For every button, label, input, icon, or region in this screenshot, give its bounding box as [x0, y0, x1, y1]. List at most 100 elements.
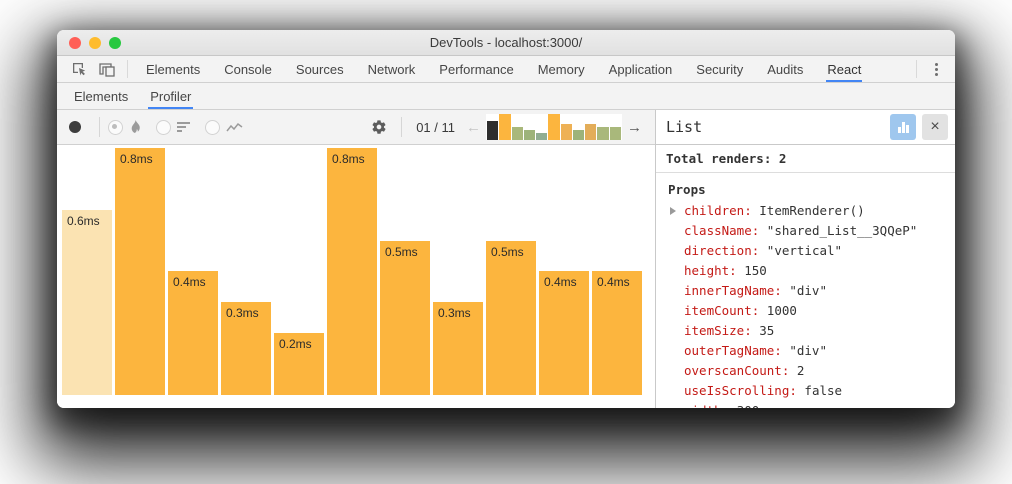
- zoom-window-button[interactable]: [109, 37, 121, 49]
- react-devtools-subtabs: Elements Profiler: [57, 83, 955, 110]
- commit-bar[interactable]: 0.5ms: [486, 241, 536, 395]
- profiler-pane: 01 / 11 ← → 0.6ms0.8ms0.4ms0.3ms0.2ms0.8…: [57, 110, 656, 408]
- minichart-bar[interactable]: [573, 130, 584, 140]
- commit-bar-label: 0.4ms: [597, 275, 630, 289]
- prop-row: innerTagName: "div": [668, 281, 947, 301]
- commit-bar-label: 0.3ms: [226, 306, 259, 320]
- render-chart-button[interactable]: [890, 114, 916, 140]
- prop-value: "div": [789, 283, 827, 298]
- commit-bar[interactable]: 0.2ms: [274, 333, 324, 395]
- commit-bar[interactable]: 0.3ms: [433, 302, 483, 395]
- ranked-view-radio[interactable]: [156, 120, 191, 135]
- tab-elements[interactable]: Elements: [145, 56, 201, 82]
- minimize-window-button[interactable]: [89, 37, 101, 49]
- minichart-bar[interactable]: [548, 114, 559, 140]
- window-title: DevTools - localhost:3000/: [430, 35, 582, 50]
- minichart-bar[interactable]: [487, 121, 498, 140]
- prop-row: direction: "vertical": [668, 241, 947, 261]
- minichart-bar[interactable]: [561, 124, 572, 140]
- minichart-bar[interactable]: [585, 124, 596, 140]
- tab-performance[interactable]: Performance: [438, 56, 514, 82]
- prop-value: ItemRenderer(): [759, 203, 864, 218]
- tab-audits[interactable]: Audits: [766, 56, 804, 82]
- record-button[interactable]: [69, 121, 81, 133]
- commit-bar-label: 0.4ms: [544, 275, 577, 289]
- commit-bar-label: 0.8ms: [332, 152, 365, 166]
- device-toolbar-icon[interactable]: [93, 56, 121, 82]
- prop-value: "div": [789, 343, 827, 358]
- prop-key: outerTagName:: [684, 343, 789, 358]
- total-renders-label: Total renders:: [666, 151, 779, 166]
- prop-value: 300: [737, 403, 760, 408]
- minichart-bar[interactable]: [536, 133, 547, 140]
- toolbar-divider: [916, 60, 917, 78]
- minichart-bar[interactable]: [597, 127, 608, 140]
- prop-row: height: 150: [668, 261, 947, 281]
- toolbar-divider: [401, 117, 402, 137]
- commit-bar-label: 0.5ms: [491, 245, 524, 259]
- commit-bar[interactable]: 0.5ms: [380, 241, 430, 395]
- commit-selector-minichart[interactable]: [486, 114, 622, 140]
- close-window-button[interactable]: [69, 37, 81, 49]
- prop-key: width:: [684, 403, 737, 408]
- commit-bar[interactable]: 0.8ms: [327, 148, 377, 395]
- tab-console[interactable]: Console: [223, 56, 273, 82]
- tab-network[interactable]: Network: [367, 56, 417, 82]
- commit-bar[interactable]: 0.4ms: [539, 271, 589, 395]
- subtab-elements[interactable]: Elements: [72, 83, 130, 109]
- tab-memory[interactable]: Memory: [537, 56, 586, 82]
- radio-icon: [108, 120, 123, 135]
- commit-pagination-label: 01 / 11: [416, 120, 455, 135]
- flamegraph-chart: 0.6ms0.8ms0.4ms0.3ms0.2ms0.8ms0.5ms0.3ms…: [57, 145, 655, 408]
- prop-value: 2: [797, 363, 805, 378]
- commit-bar-label: 0.3ms: [438, 306, 471, 320]
- next-commit-arrow-button[interactable]: →: [627, 120, 642, 135]
- prop-value: 1000: [767, 303, 797, 318]
- panel-header: List ×: [656, 110, 955, 145]
- prop-key: itemSize:: [684, 323, 759, 338]
- ranked-chart-icon: [177, 121, 191, 133]
- devtools-window: DevTools - localhost:3000/ Elements Conso…: [57, 30, 955, 408]
- commit-bar[interactable]: 0.8ms: [115, 148, 165, 395]
- prop-key: useIsScrolling:: [684, 383, 804, 398]
- overflow-menu-button[interactable]: [923, 56, 949, 82]
- prop-key: innerTagName:: [684, 283, 789, 298]
- inspect-element-icon[interactable]: [65, 56, 93, 82]
- tab-application[interactable]: Application: [608, 56, 674, 82]
- gear-icon[interactable]: [371, 119, 387, 135]
- minichart-bar[interactable]: [524, 130, 535, 140]
- expand-triangle-icon[interactable]: [670, 207, 676, 215]
- props-heading: Props: [668, 182, 947, 196]
- tab-security[interactable]: Security: [695, 56, 744, 82]
- previous-commit-arrow-button[interactable]: ←: [466, 120, 481, 135]
- interactions-view-radio[interactable]: [205, 120, 243, 135]
- profiler-toolbar: 01 / 11 ← →: [57, 110, 655, 145]
- commit-bar-label: 0.2ms: [279, 337, 312, 351]
- close-panel-button[interactable]: ×: [922, 114, 948, 140]
- commit-bar-label: 0.5ms: [385, 245, 418, 259]
- flamegraph-view-radio[interactable]: [108, 120, 142, 135]
- commit-bar[interactable]: 0.6ms: [62, 210, 112, 395]
- prop-key: direction:: [684, 243, 767, 258]
- tab-react[interactable]: React: [826, 56, 862, 82]
- commit-bar[interactable]: 0.3ms: [221, 302, 271, 395]
- commit-bar[interactable]: 0.4ms: [592, 271, 642, 395]
- commit-bar-label: 0.6ms: [67, 214, 100, 228]
- main-tab-list: Elements Console Sources Network Performance…: [134, 56, 873, 82]
- tab-sources[interactable]: Sources: [295, 56, 345, 82]
- props-list: children: ItemRenderer()className: "shar…: [668, 201, 947, 408]
- interactions-chart-icon: [226, 122, 243, 133]
- prop-key: className:: [684, 223, 767, 238]
- prop-key: itemCount:: [684, 303, 767, 318]
- prop-key: overscanCount:: [684, 363, 797, 378]
- minichart-bar[interactable]: [512, 127, 523, 140]
- devtools-tabbar: Elements Console Sources Network Performance…: [57, 56, 955, 83]
- selected-component-name: List: [666, 118, 884, 136]
- prop-row: outerTagName: "div": [668, 341, 947, 361]
- subtab-profiler[interactable]: Profiler: [148, 83, 193, 109]
- prop-value: 35: [759, 323, 774, 338]
- prop-row: width: 300: [668, 401, 947, 408]
- minichart-bar[interactable]: [499, 114, 510, 140]
- commit-bar[interactable]: 0.4ms: [168, 271, 218, 395]
- minichart-bar[interactable]: [610, 127, 621, 140]
